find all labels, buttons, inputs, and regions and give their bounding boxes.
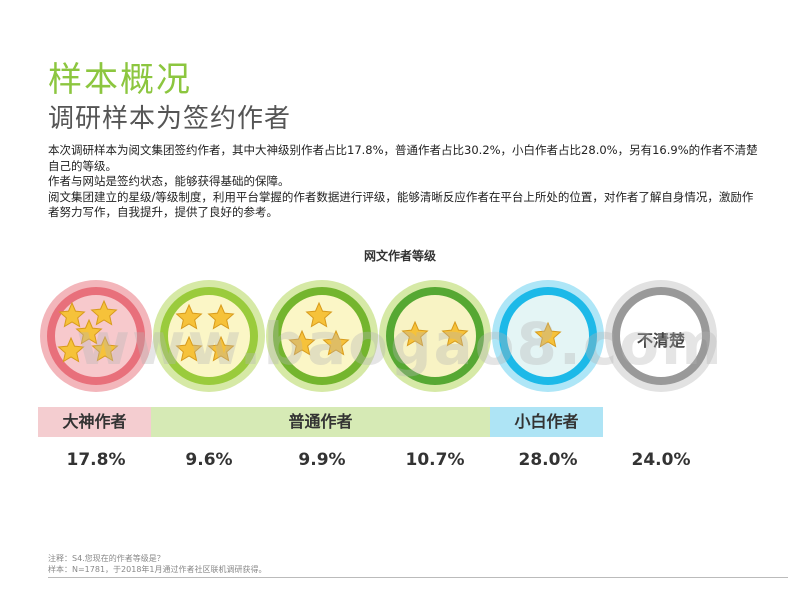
- bottom-rule: [48, 577, 788, 578]
- footnote-sample: 样本：N=1781，于2018年1月通过作者社区联机调研获得。: [48, 565, 267, 574]
- footnote-note: 注释：S4.您现在的作者等级是？: [48, 554, 165, 563]
- star-icon: [401, 320, 429, 347]
- medal-graphic: [153, 280, 265, 392]
- star-icon: [441, 320, 469, 347]
- medal-graphic: [40, 280, 152, 392]
- body-paragraph: 本次调研样本为阅文集团签约作者，其中大神级别作者占比17.8%，普通作者占比30…: [48, 143, 758, 173]
- medal-ring: [160, 287, 258, 385]
- page-subtitle: 调研样本为签约作者: [48, 104, 292, 134]
- star-icon: [322, 329, 350, 356]
- star-icon: [91, 335, 119, 362]
- chart-title: 网文作者等级: [363, 249, 436, 263]
- medal-ring: [47, 287, 145, 385]
- medal-3-star: [262, 278, 382, 398]
- medal-row: 不清楚: [0, 278, 800, 398]
- medal-5-star: [36, 278, 156, 398]
- body-paragraph: 作者与网站是签约状态，能够获得基础的保障。: [48, 174, 290, 188]
- medal-graphic: [605, 280, 717, 392]
- star-icon: [175, 303, 203, 330]
- star-icon: [175, 335, 203, 362]
- medal-graphic: [266, 280, 378, 392]
- percentage-label: 10.7%: [405, 450, 465, 470]
- star-icon: [57, 336, 85, 363]
- medal-graphic: [492, 280, 604, 392]
- medal-unknown: 不清楚: [601, 278, 721, 398]
- medal-graphic: [379, 280, 491, 392]
- star-icon: [305, 301, 333, 328]
- percentage-label: 28.0%: [518, 450, 578, 470]
- medal-4-star: [149, 278, 269, 398]
- body-text: 本次调研样本为阅文集团签约作者，其中大神级别作者占比17.8%，普通作者占比30…: [48, 143, 760, 221]
- medal-ring: [273, 287, 371, 385]
- percentage-label: 9.9%: [298, 450, 346, 470]
- star-icon: [75, 318, 103, 345]
- medal-ring: [386, 287, 484, 385]
- footnote: 注释：S4.您现在的作者等级是？ 样本：N=1781，于2018年1月通过作者社…: [48, 553, 267, 575]
- group-band-1: 普通作者: [151, 407, 490, 437]
- star-icon: [58, 301, 86, 328]
- body-paragraph: 阅文集团建立的星级/等级制度，利用平台掌握的作者数据进行评级，能够清晰反应作者在…: [48, 189, 754, 220]
- percentage-label: 9.6%: [185, 450, 233, 470]
- medal-unknown-label: 不清楚: [636, 331, 685, 350]
- page-title: 样本概况: [48, 60, 192, 100]
- star-icon: [534, 321, 562, 348]
- star-icon: [288, 329, 316, 356]
- medal-2-star: [375, 278, 495, 398]
- star-icon: [90, 299, 118, 326]
- percentage-label: 24.0%: [631, 450, 691, 470]
- percentage-label: 17.8%: [66, 450, 126, 470]
- group-band-0: 大神作者: [38, 407, 151, 437]
- star-icon: [207, 335, 235, 362]
- medal-ring: [612, 287, 710, 385]
- medal-1-star: [488, 278, 608, 398]
- group-band-2: 小白作者: [490, 407, 603, 437]
- star-icon: [207, 303, 235, 330]
